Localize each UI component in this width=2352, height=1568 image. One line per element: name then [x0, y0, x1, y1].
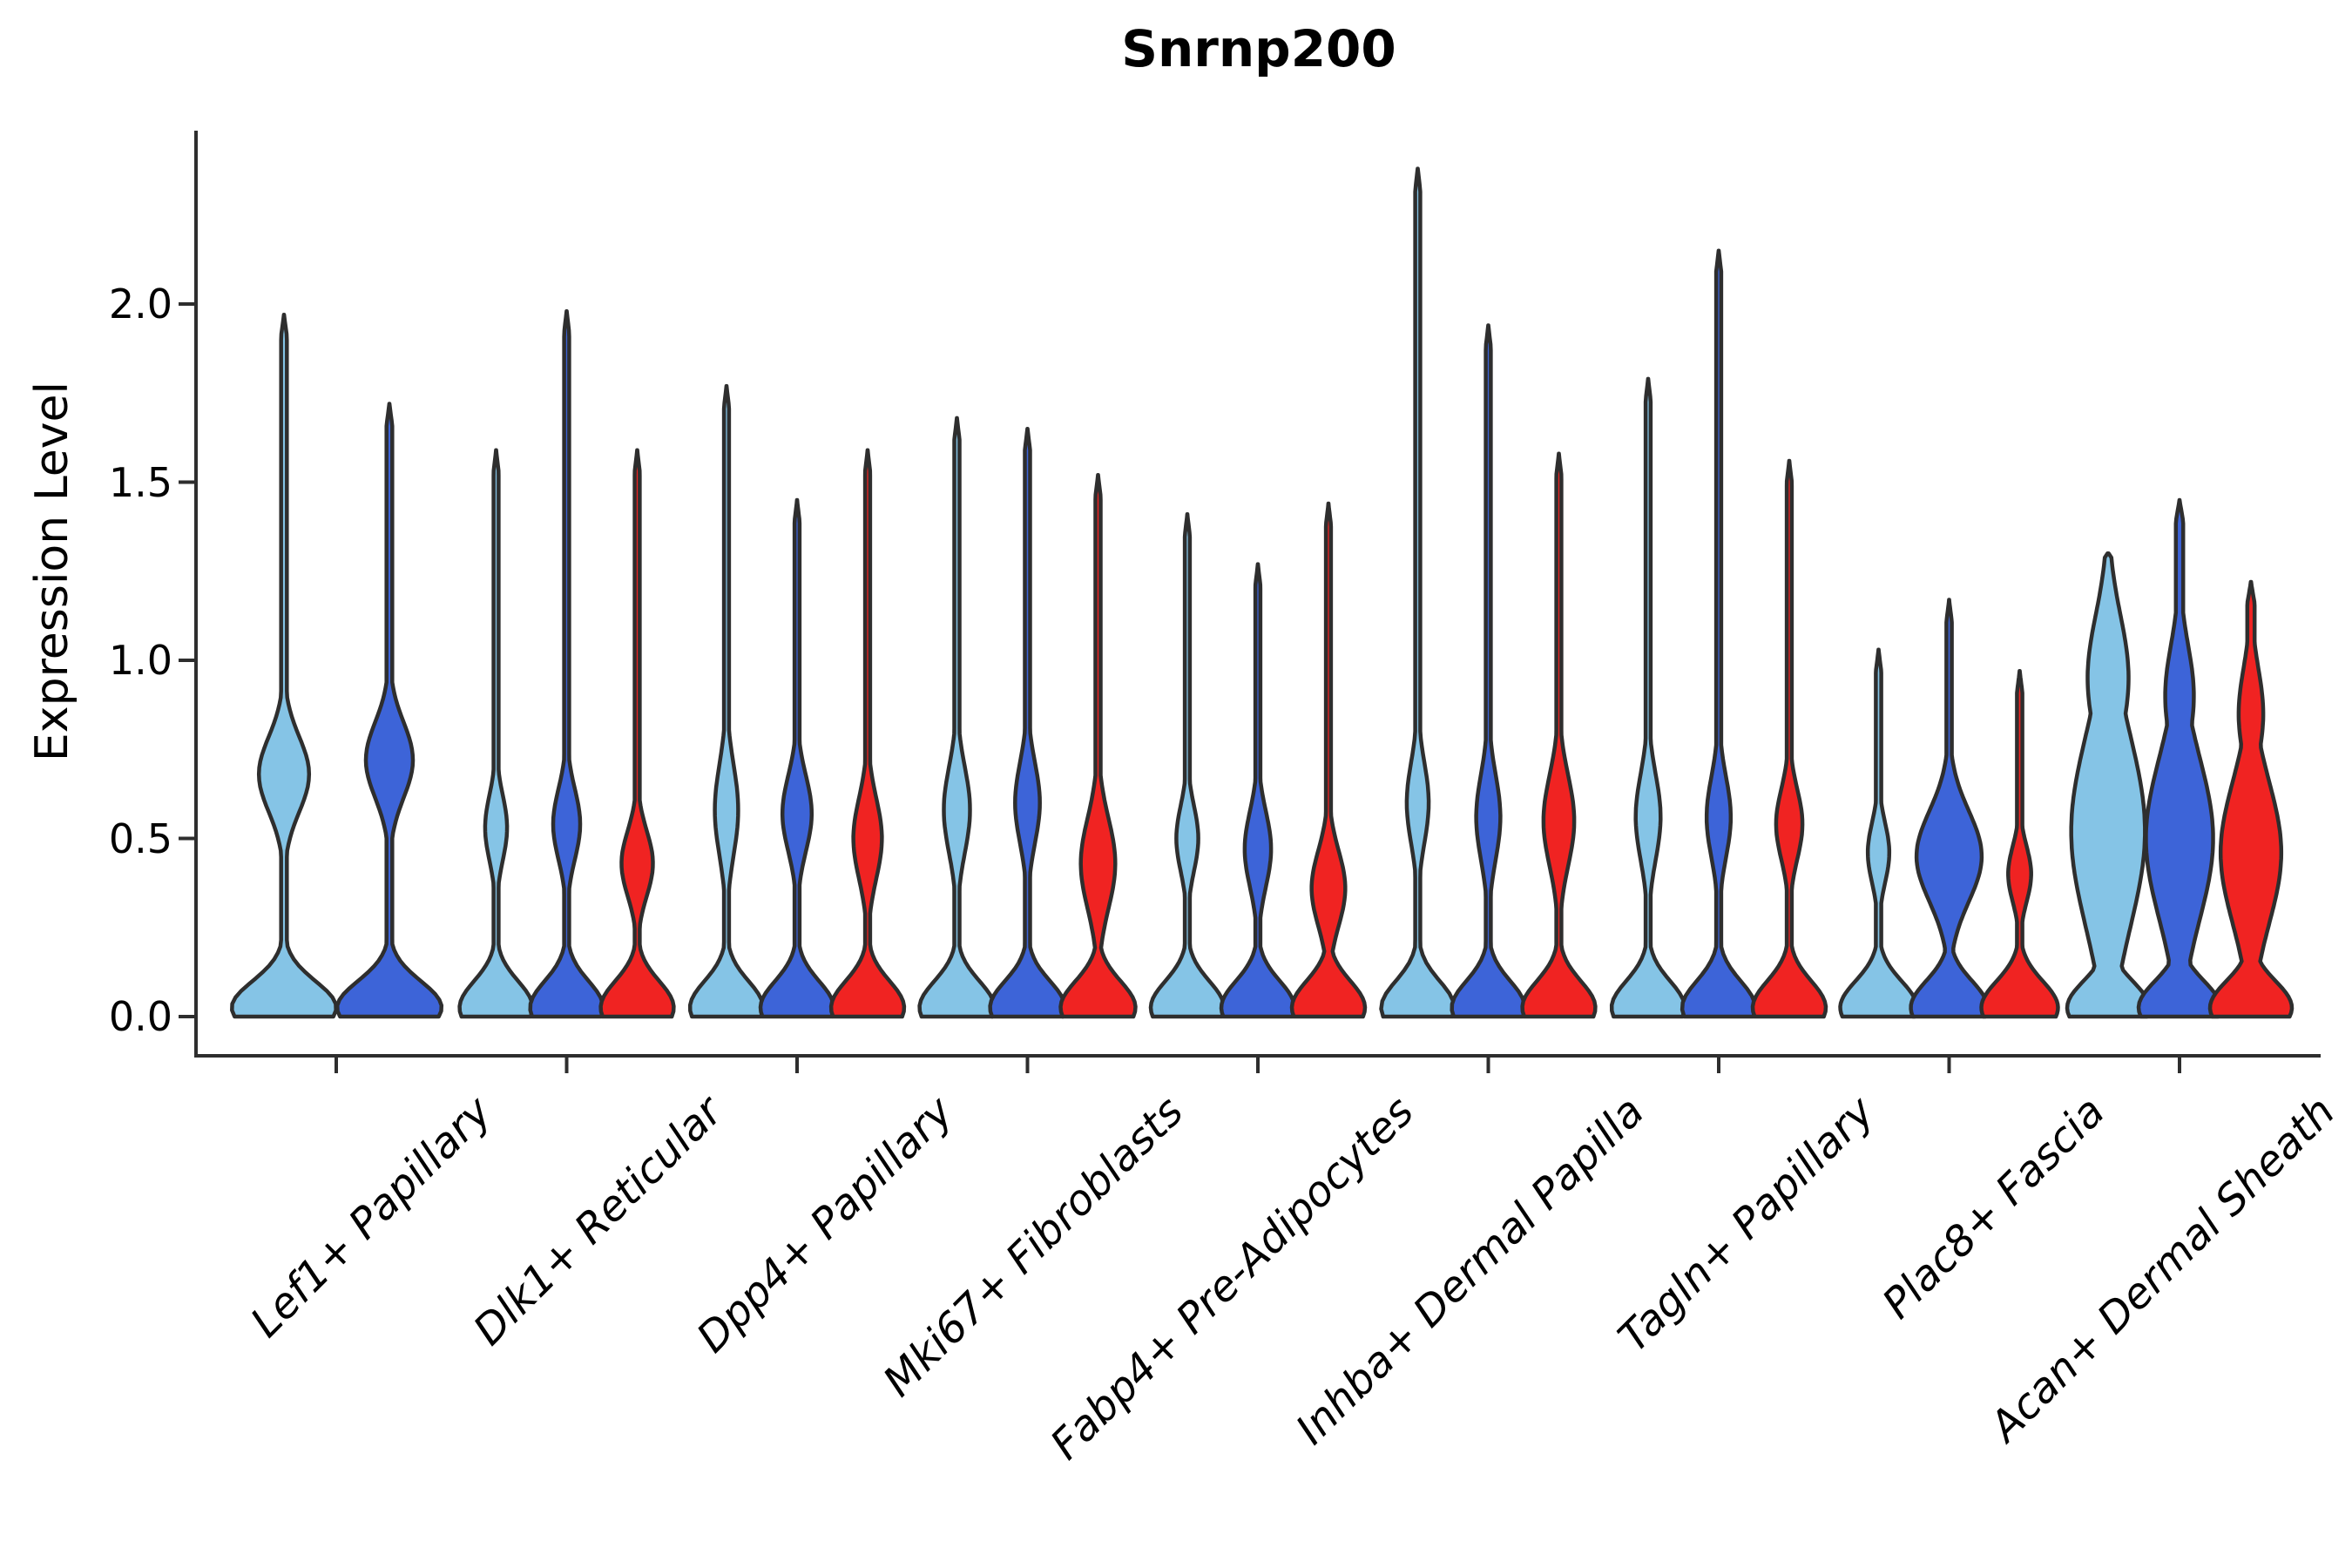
- y-tick-label: 2.0: [108, 280, 172, 328]
- violin-Fabp4-light-blue: [1148, 512, 1227, 1019]
- y-tick-mark: [179, 302, 194, 306]
- x-tick-mark: [564, 1058, 569, 1073]
- y-tick-mark: [179, 480, 194, 484]
- violin-Mki67-royal-blue: [988, 426, 1067, 1019]
- y-tick-label: 1.0: [108, 637, 172, 684]
- y-tick-label: 0.5: [108, 814, 172, 862]
- violin-Lef1-royal-blue: [335, 402, 444, 1019]
- chart-title: Snrnp200: [1121, 19, 1396, 78]
- y-tick-label: 1.5: [108, 458, 172, 506]
- violin-Lef1-light-blue: [230, 313, 338, 1019]
- y-tick-mark: [179, 836, 194, 841]
- violin-Mki67-light-blue: [917, 416, 997, 1019]
- x-tick-mark: [795, 1058, 799, 1073]
- x-tick-mark: [1486, 1058, 1490, 1073]
- violin-Dlk1-red: [598, 448, 676, 1019]
- y-tick-mark: [179, 1015, 194, 1018]
- x-tick-mark: [1025, 1058, 1030, 1073]
- violin-Plac8-royal-blue: [1909, 598, 1990, 1019]
- y-axis-spine: [194, 131, 198, 1058]
- violin-Acan-royal-blue: [2136, 497, 2223, 1019]
- violin-Dpp4-red: [828, 448, 907, 1019]
- violin-Tagln-royal-blue: [1680, 248, 1758, 1019]
- violin-Plac8-red: [1979, 669, 2060, 1019]
- violin-Inhba-red: [1520, 451, 1598, 1019]
- violin-Mki67-red: [1058, 473, 1138, 1019]
- x-tick-mark: [2178, 1058, 2181, 1073]
- violin-Dpp4-light-blue: [687, 383, 766, 1019]
- violin-Acan-red: [2207, 579, 2295, 1019]
- violin-Dlk1-light-blue: [457, 448, 535, 1019]
- violin-Plac8-light-blue: [1838, 647, 1919, 1019]
- violin-Acan-light-blue: [2065, 551, 2152, 1019]
- y-tick-mark: [179, 659, 194, 662]
- x-tick-mark: [1717, 1058, 1720, 1073]
- x-tick-mark: [1947, 1058, 1951, 1073]
- violin-Inhba-royal-blue: [1450, 323, 1527, 1019]
- x-tick-mark: [335, 1058, 338, 1073]
- violin-Fabp4-red: [1289, 501, 1368, 1019]
- violin-Tagln-red: [1750, 458, 1828, 1019]
- violin-Tagln-light-blue: [1609, 376, 1687, 1019]
- y-tick-label: 0.0: [108, 993, 172, 1040]
- x-tick-mark: [1256, 1058, 1260, 1073]
- violin-Dpp4-royal-blue: [758, 497, 836, 1019]
- y-axis-label: Expression Level: [26, 382, 78, 762]
- violin-Fabp4-royal-blue: [1219, 562, 1297, 1019]
- violin-Inhba-light-blue: [1379, 166, 1456, 1019]
- x-axis-spine: [194, 1054, 2321, 1058]
- violin-Dlk1-royal-blue: [528, 308, 605, 1019]
